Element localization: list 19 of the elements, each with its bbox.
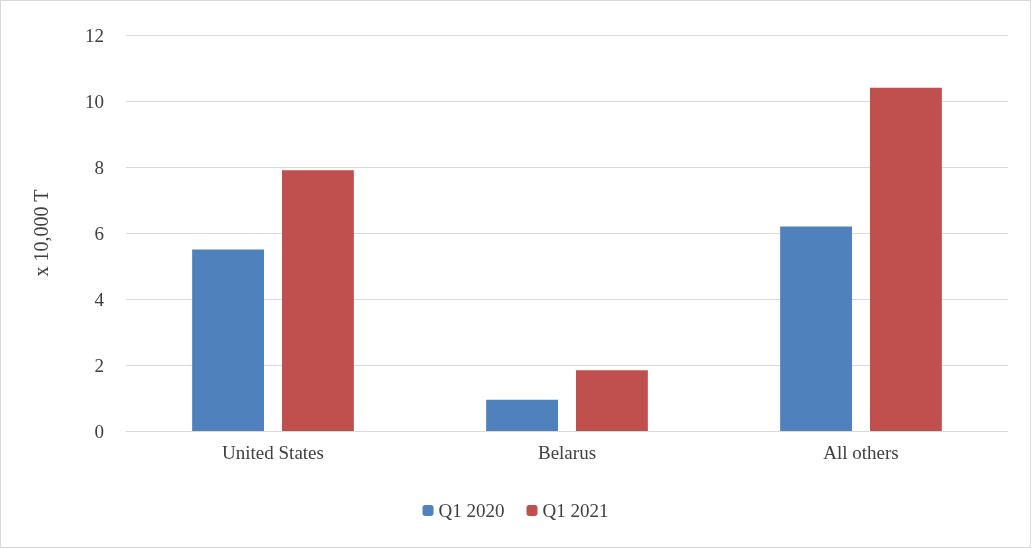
y-tick-label: 0: [94, 420, 104, 442]
bar: [192, 249, 265, 431]
x-tick-label: Belarus: [537, 442, 597, 463]
bar: [575, 370, 648, 431]
x-tick-label: All others: [823, 442, 899, 463]
legend-label: Q1 2021: [542, 500, 609, 521]
y-axis-title: x 10,000 T: [30, 189, 52, 277]
y-tick-label: 8: [94, 156, 104, 178]
y-tick-label: 2: [94, 354, 104, 376]
y-tick-label: 6: [94, 222, 104, 244]
bar: [486, 399, 559, 431]
y-tick-label: 12: [85, 24, 104, 46]
y-tick-label: 10: [85, 90, 104, 112]
y-tick-label: 4: [94, 288, 105, 310]
x-tick-label: United States: [222, 442, 324, 463]
bar: [780, 226, 853, 431]
legend-label: Q1 2020: [438, 500, 505, 521]
bar: [869, 87, 942, 431]
bar: [281, 170, 354, 431]
